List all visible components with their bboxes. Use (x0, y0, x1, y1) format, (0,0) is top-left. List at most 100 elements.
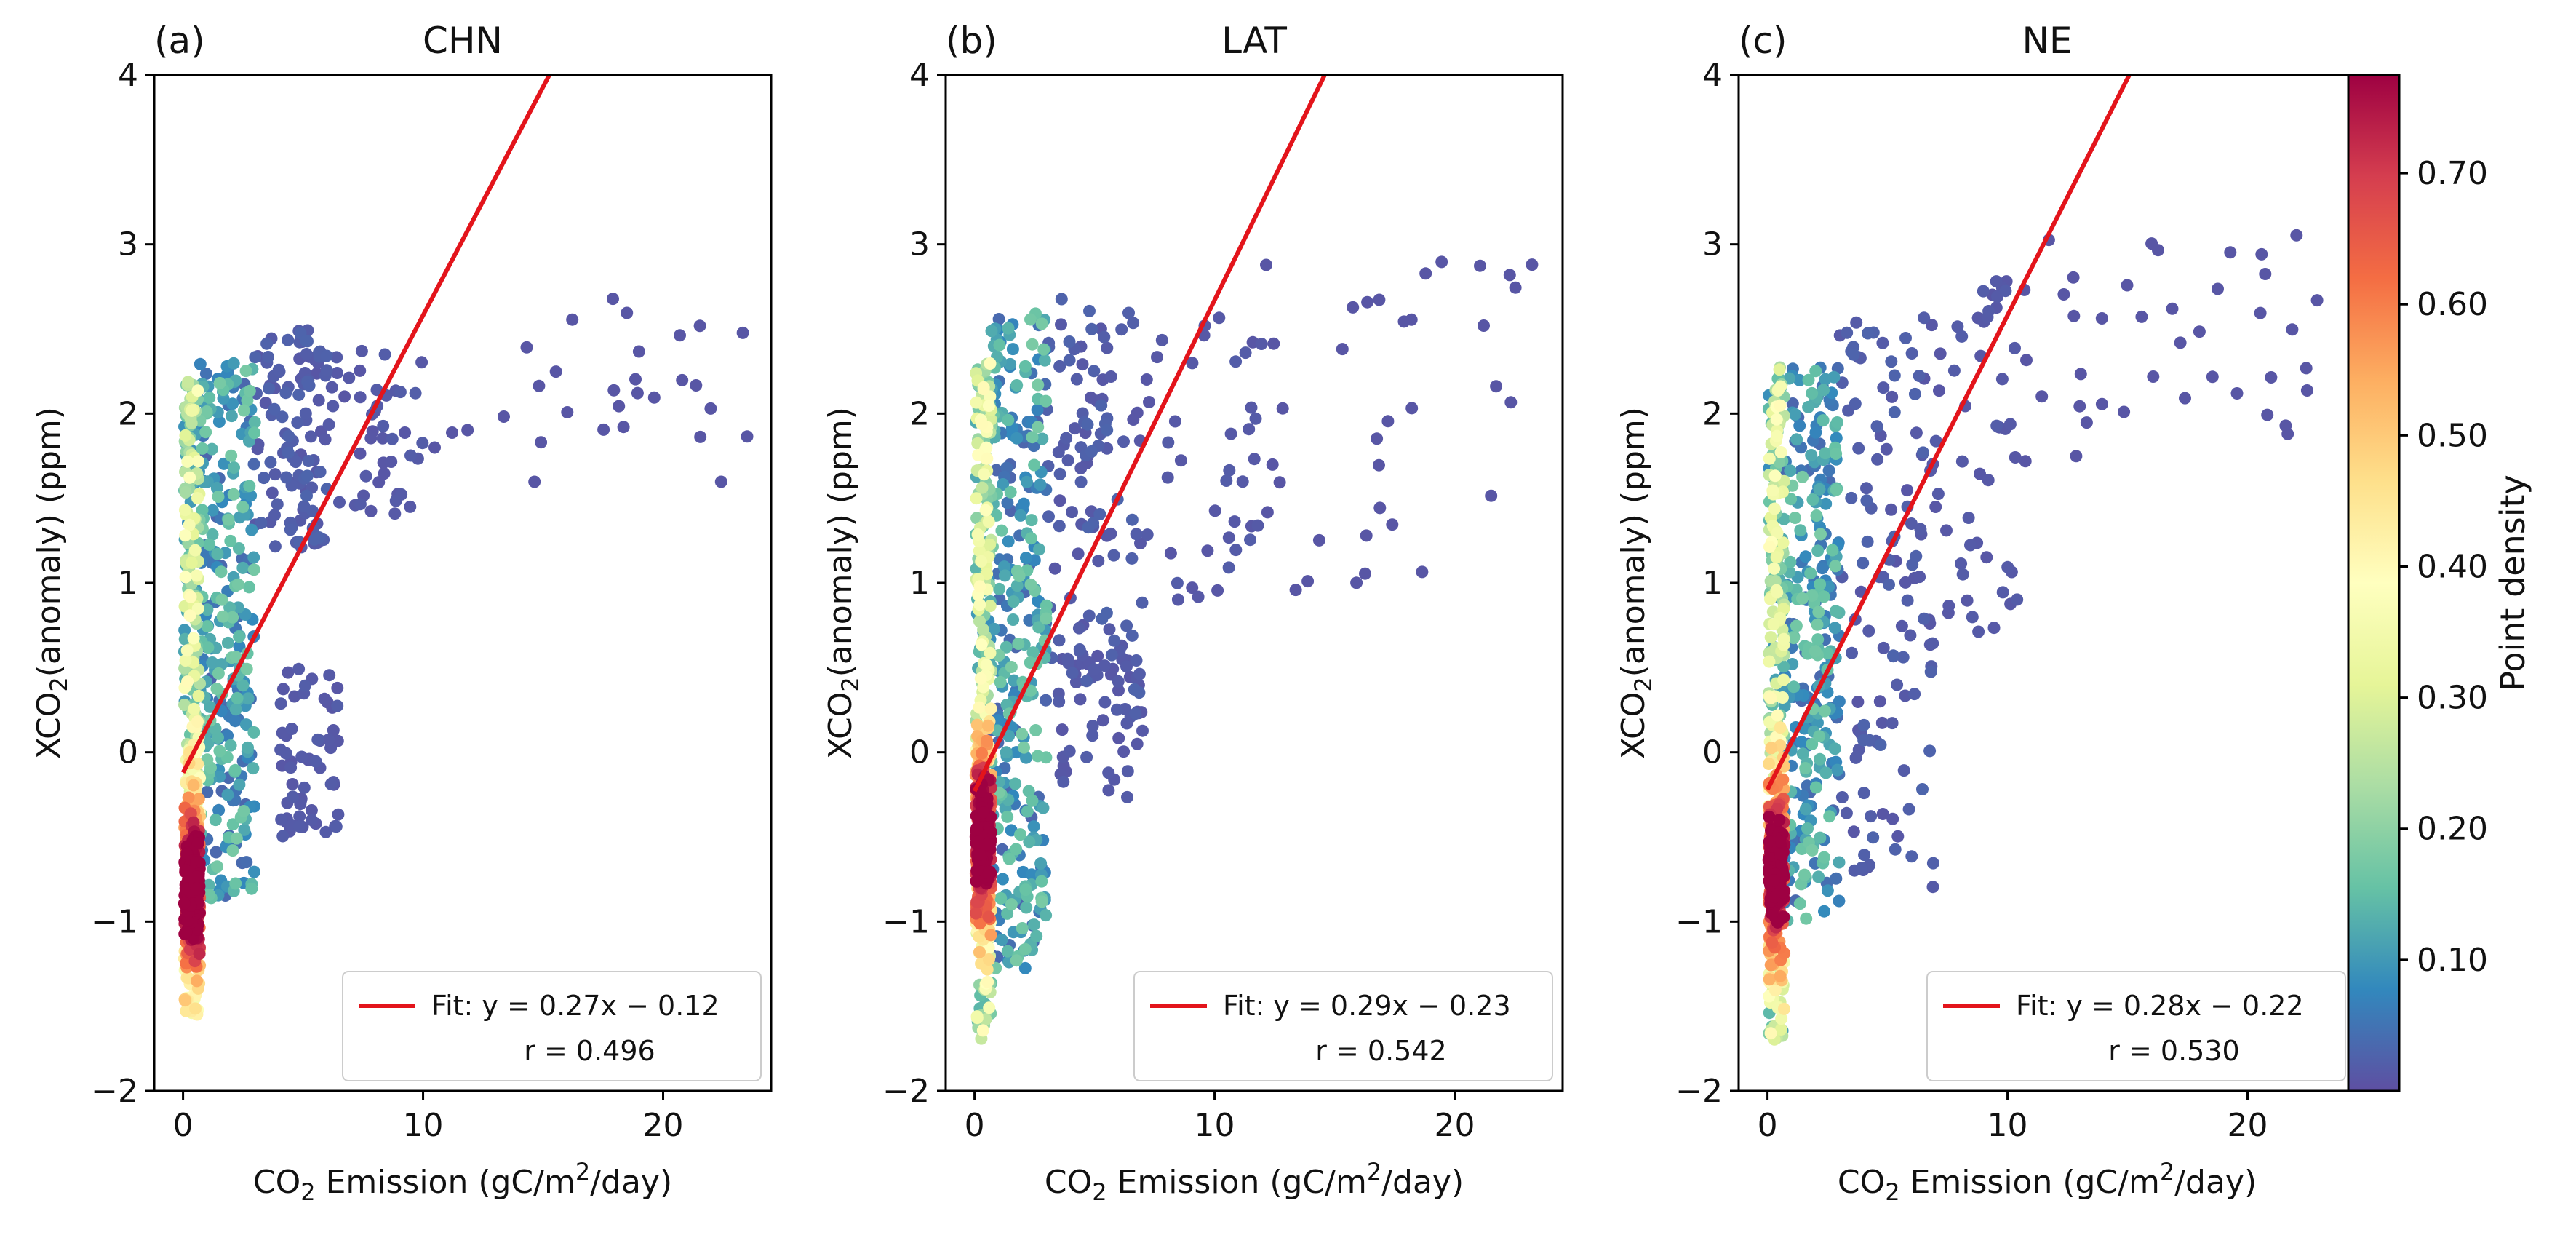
y-tick-label: −1 (91, 903, 138, 940)
scatter-point (327, 400, 340, 413)
scatter-point (247, 762, 260, 775)
scatter-point (183, 471, 196, 484)
scatter-point (1072, 547, 1085, 560)
scatter-point (292, 662, 306, 675)
scatter-point (1810, 509, 1823, 522)
scatter-point (1085, 445, 1098, 458)
scatter-point (1021, 805, 1034, 818)
scatter-point (1813, 730, 1826, 743)
y-axis-label-part: XCO (822, 692, 859, 759)
scatter-point (1942, 600, 1955, 612)
scatter-point (1814, 752, 1827, 766)
scatter-point (1974, 467, 1986, 480)
scatter-point (201, 753, 214, 766)
scatter-point (1770, 413, 1783, 426)
panel-title: LAT (1221, 20, 1287, 62)
scatter-point (1855, 862, 1868, 874)
scatter-point (1024, 313, 1037, 326)
scatter-point (1999, 285, 2012, 298)
scatter-point (704, 402, 717, 415)
scatter-point (178, 504, 191, 517)
scatter-point (1001, 907, 1014, 920)
scatter-point (1846, 646, 1858, 659)
scatter-point (189, 1002, 202, 1015)
scatter-point (2121, 279, 2134, 292)
x-axis-label-part: Emission (gC/m (1107, 1164, 1367, 1201)
scatter-point (409, 386, 422, 400)
scatter-point (1982, 305, 1995, 317)
x-axis-label-part: 2 (1885, 1178, 1899, 1206)
scatter-point (1977, 285, 1990, 298)
scatter-point (263, 382, 276, 395)
scatter-point (1897, 651, 1910, 664)
scatter-point (2003, 418, 2017, 431)
scatter-point (1773, 363, 1786, 376)
scatter-point (1833, 894, 1846, 908)
scatter-point (1120, 619, 1133, 632)
scatter-point (243, 480, 256, 493)
scatter-point (693, 319, 706, 333)
scatter-point (998, 560, 1011, 573)
y-tick-label: −2 (91, 1073, 138, 1110)
scatter-point (230, 832, 243, 845)
scatter-point (191, 602, 204, 615)
scatter-point (266, 486, 279, 499)
x-axis-label: CO2 Emission (gC/m2/day) (1838, 1158, 2257, 1206)
scatter-point (1917, 446, 1929, 459)
scatter-point (187, 779, 200, 792)
scatter-point (1817, 384, 1830, 397)
scatter-point (212, 491, 225, 503)
scatter-point (194, 357, 207, 370)
scatter-point (364, 432, 378, 445)
scatter-point (1763, 758, 1775, 770)
y-axis-label-part: (anomaly) (ppm) (822, 407, 859, 677)
scatter-point (1787, 680, 1801, 694)
scatter-point (331, 699, 344, 712)
scatter-point (1026, 338, 1039, 351)
scatter-point (1891, 830, 1905, 843)
scatter-point (428, 441, 441, 454)
scatter-point (1032, 621, 1045, 634)
x-axis-label: CO2 Emission (gC/m2/day) (253, 1158, 672, 1206)
scatter-point (190, 569, 203, 582)
scatter-point (1889, 843, 1902, 856)
scatter-point (293, 820, 306, 833)
scatter-point (1164, 547, 1177, 560)
scatter-point (196, 442, 209, 455)
scatter-point (210, 683, 223, 695)
scatter-point (690, 379, 703, 392)
scatter-point (300, 348, 313, 360)
scatter-point (997, 478, 1010, 491)
scatter-point (1880, 442, 1893, 456)
scatter-point (1127, 317, 1140, 330)
scatter-point (1773, 814, 1786, 826)
y-tick-label: 1 (909, 565, 930, 602)
scatter-point (1777, 886, 1790, 899)
scatter-point (1053, 467, 1066, 480)
scatter-point (247, 865, 260, 878)
scatter-point (1042, 510, 1055, 523)
scatter-point (239, 365, 252, 378)
scatter-point (1192, 590, 1205, 603)
scatter-point (1775, 1012, 1788, 1025)
scatter-point (1857, 718, 1870, 731)
scatter-point (676, 373, 689, 386)
scatter-point (1012, 638, 1025, 650)
scatter-point (981, 734, 993, 747)
x-tick-label: 20 (643, 1107, 684, 1144)
scatter-point (201, 620, 214, 633)
scatter-point (354, 447, 367, 460)
scatter-point (179, 571, 192, 584)
scatter-point (237, 805, 250, 817)
scatter-point (1819, 497, 1833, 510)
scatter-point (1021, 475, 1033, 488)
scatter-point (1289, 584, 1302, 597)
scatter-point (1081, 418, 1094, 431)
scatter-point (1931, 488, 1945, 501)
scatter-point (282, 429, 295, 442)
scatter-point (1053, 695, 1066, 708)
scatter-point (202, 878, 215, 891)
scatter-point (1063, 335, 1076, 348)
scatter-point (2179, 392, 2191, 405)
scatter-point (1819, 766, 1833, 779)
